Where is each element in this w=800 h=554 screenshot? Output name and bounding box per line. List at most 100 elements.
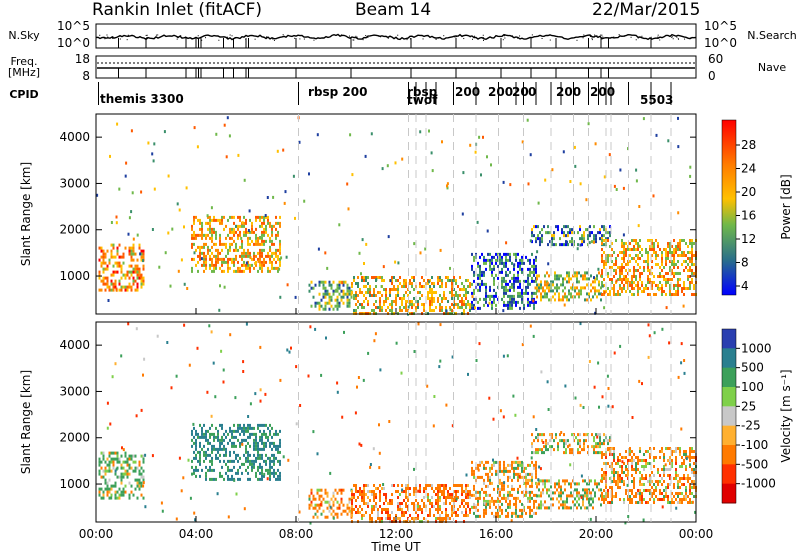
- echo-cell: [275, 456, 277, 460]
- echo-cell: [427, 496, 429, 499]
- echo-cell: [427, 291, 429, 294]
- echo-cell: [279, 260, 281, 264]
- echo-cell: [629, 450, 631, 453]
- echo-cell: [576, 488, 578, 492]
- echo-cell: [277, 254, 279, 258]
- echo-cell: [675, 284, 677, 287]
- echo-cell: [548, 274, 550, 278]
- echo-cell: [677, 492, 679, 495]
- echo-cell: [501, 255, 503, 259]
- echo-cell: [114, 270, 117, 274]
- echo-cell: [659, 498, 661, 501]
- echo-cell: [332, 494, 335, 498]
- echo-cell: [581, 448, 583, 452]
- echo-cell: [369, 514, 371, 517]
- echo-cell: [110, 469, 113, 473]
- echo-cell: [197, 459, 199, 463]
- echo-cell: [538, 289, 540, 293]
- echo-cell: [275, 477, 277, 481]
- echo-cell: [253, 438, 255, 442]
- echo-cell: [537, 439, 539, 443]
- echo-cell: [487, 499, 489, 503]
- echo-cell: [144, 505, 147, 509]
- echo-cell: [518, 475, 521, 479]
- echo-cell: [485, 499, 487, 503]
- echo-cell: [205, 435, 207, 439]
- echo-cell: [556, 286, 558, 290]
- echo-cell: [554, 491, 556, 495]
- echo-cell: [423, 303, 425, 306]
- echo-cell: [509, 294, 511, 298]
- echo-cell: [140, 285, 143, 289]
- echo-cell: [659, 272, 661, 275]
- echo-cell: [263, 459, 265, 463]
- echo-cell: [421, 285, 423, 288]
- echo-cell: [483, 303, 485, 307]
- n-search-point: [184, 36, 186, 38]
- echo-cell: [379, 291, 381, 294]
- echo-cell: [611, 465, 613, 468]
- echo-cell: [195, 444, 197, 448]
- echo-cell: [592, 500, 594, 504]
- echo-cell: [215, 453, 217, 457]
- echo-cell: [136, 466, 139, 470]
- colorbar-tick-label: 500: [741, 361, 764, 375]
- echo-cell: [259, 399, 262, 403]
- echo-cell: [489, 469, 491, 473]
- echo-cell: [233, 233, 235, 237]
- echo-cell: [536, 283, 538, 287]
- echo-cell: [373, 309, 375, 312]
- echo-cell: [554, 286, 556, 290]
- echo-cell: [529, 490, 531, 494]
- echo-cell: [429, 499, 431, 502]
- echo-cell: [564, 503, 566, 507]
- echo-cell: [161, 509, 164, 513]
- colorbar-tick-label: 16: [741, 209, 756, 223]
- echo-cell: [336, 500, 339, 504]
- echo-cell: [485, 493, 487, 497]
- echo-cell: [479, 490, 481, 494]
- echo-cell: [489, 502, 491, 506]
- echo-cell: [158, 265, 161, 269]
- echo-cell: [540, 280, 542, 284]
- echo-cell: [647, 293, 649, 296]
- echo-cell: [193, 468, 195, 472]
- echo-cell: [647, 489, 649, 492]
- echo-cell: [385, 291, 387, 294]
- echo-cell: [361, 493, 363, 496]
- echo-cell: [383, 502, 385, 505]
- echo-cell: [677, 145, 680, 149]
- echo-cell: [393, 484, 395, 487]
- echo-cell: [548, 283, 550, 287]
- echo-cell: [279, 474, 281, 478]
- echo-cell: [599, 237, 601, 241]
- echo-cell: [571, 231, 573, 235]
- echo-cell: [687, 269, 689, 272]
- echo-cell: [481, 487, 483, 491]
- echo-cell: [667, 278, 669, 281]
- echo-cell: [223, 438, 225, 442]
- echo-cell: [693, 254, 695, 257]
- echo-cell: [433, 395, 436, 398]
- echo-cell: [540, 292, 542, 296]
- echo-cell: [114, 496, 117, 500]
- n-search-point: [670, 36, 672, 38]
- echo-cell: [681, 456, 683, 459]
- echo-cell: [249, 462, 251, 466]
- echo-cell: [624, 521, 627, 525]
- echo-cell: [106, 490, 109, 494]
- echo-cell: [553, 231, 555, 235]
- echo-cell: [515, 511, 517, 515]
- echo-cell: [531, 490, 533, 494]
- echo-cell: [483, 270, 485, 274]
- echo-cell: [515, 252, 517, 256]
- echo-cell: [473, 297, 475, 301]
- echo-cell: [495, 472, 497, 476]
- echo-cell: [463, 490, 465, 493]
- echo-cell: [130, 249, 133, 253]
- echo-cell: [560, 491, 562, 495]
- echo-cell: [397, 294, 399, 297]
- echo-cell: [355, 294, 357, 297]
- echo-cell: [401, 514, 403, 517]
- echo-cell: [509, 490, 511, 494]
